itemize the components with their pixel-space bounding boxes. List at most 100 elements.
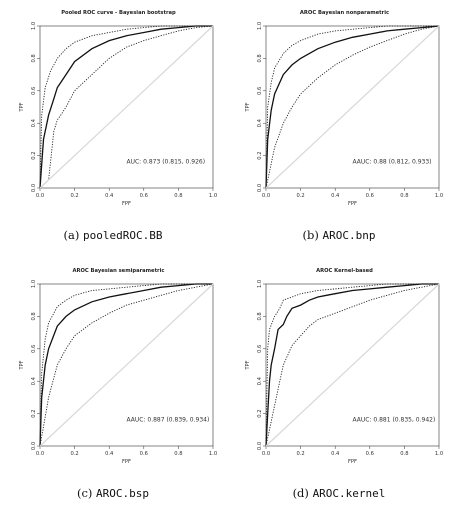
chart-title: Pooled ROC curve - Bayesian bootstrap [61, 10, 176, 16]
y-axis-label: TPF [19, 102, 25, 112]
series-lower [265, 25, 440, 189]
panel-b: AROC Bayesian nonparametric 0.0 0.2 0.4 0.6 0… [226, 0, 452, 220]
caption-d: (d) AROC.kernel [226, 486, 452, 500]
plot-frame [265, 283, 440, 447]
chart-title: AROC Bayesian semiparametric [73, 268, 165, 274]
x-tick-label: 0.8 [400, 193, 408, 199]
x-tick-label: 0.0 [262, 451, 270, 457]
series-chance [265, 25, 440, 189]
y-tick-label: 0.2 [257, 151, 263, 159]
series-upper [265, 25, 439, 189]
caption-code: AROC.kernel [312, 487, 386, 500]
x-tick-label: 1.0 [435, 451, 443, 457]
x-tick-label: 0.0 [36, 451, 44, 457]
caption-code: AROC.bnp [322, 229, 376, 242]
y-tick-label: 1.0 [257, 22, 263, 30]
series-upper [39, 283, 213, 447]
caption-b: (b) AROC.bnp [226, 228, 452, 242]
auc-annotation: AUC: 0.873 (0.815, 0.926) [127, 159, 206, 166]
y-axis-label: TPF [245, 102, 251, 112]
y-tick-label: 0.8 [31, 54, 37, 62]
x-tick-label: 0.8 [400, 451, 408, 457]
series-lower [39, 25, 214, 189]
chart-title: AROC Kernel-based [316, 268, 373, 274]
y-tick-label: 0.4 [257, 118, 263, 127]
y-tick-label: 1.0 [257, 280, 263, 288]
x-tick-label: 0.8 [174, 451, 182, 457]
auc-annotation: AAUC: 0.887 (0.839, 0.934) [127, 417, 210, 424]
y-tick-label: 1.0 [31, 22, 37, 30]
series-upper [265, 283, 439, 447]
x-tick-label: 0.2 [296, 451, 304, 457]
series-estimate [39, 25, 213, 189]
chart-title: AROC Bayesian nonparametric [300, 10, 389, 16]
caption-label: (a) [63, 228, 80, 242]
series-estimate [265, 283, 439, 447]
x-tick-label: 0.0 [36, 193, 44, 199]
x-axis-label: FPF [122, 201, 131, 207]
series-lower [265, 283, 440, 447]
roc-chart: AROC Bayesian nonparametric 0.0 0.2 0.4 0.6 0… [245, 10, 443, 207]
roc-chart: AROC Bayesian semiparametric 0.0 0.2 0.4 0.6… [19, 268, 217, 465]
plot-frame [39, 25, 214, 189]
y-tick-label: 0.4 [31, 118, 37, 127]
x-tick-label: 0.2 [70, 451, 78, 457]
x-tick-label: 0.4 [105, 451, 114, 457]
plot-frame [265, 25, 440, 189]
x-tick-label: 0.4 [105, 193, 114, 199]
y-tick-label: 0.6 [31, 345, 37, 353]
x-tick-label: 0.4 [331, 193, 340, 199]
y-tick-label: 0.8 [31, 312, 37, 320]
y-tick-label: 0.0 [31, 442, 37, 450]
x-tick-label: 1.0 [435, 193, 443, 199]
caption-code: pooledROC.BB [83, 229, 163, 242]
x-tick-label: 0.6 [366, 451, 374, 457]
x-tick-label: 0.2 [70, 193, 78, 199]
y-tick-label: 0.4 [257, 376, 263, 385]
x-tick-label: 0.6 [366, 193, 374, 199]
caption-c: (c) AROC.bsp [0, 486, 226, 500]
series-chance [39, 25, 214, 189]
y-tick-label: 0.0 [257, 184, 263, 192]
x-axis-label: FPF [348, 459, 357, 465]
caption-label: (d) [292, 486, 309, 500]
roc-chart: Pooled ROC curve - Bayesian bootstrap 0.0… [19, 10, 217, 207]
x-axis-label: FPF [122, 459, 131, 465]
series-estimate [265, 25, 440, 189]
y-tick-label: 0.0 [257, 442, 263, 450]
caption-label: (b) [302, 228, 319, 242]
x-tick-label: 0.2 [296, 193, 304, 199]
x-axis-label: FPF [348, 201, 357, 207]
x-tick-label: 0.0 [262, 193, 270, 199]
y-tick-label: 0.2 [31, 409, 37, 417]
y-axis-label: TPF [245, 360, 251, 370]
roc-chart: AROC Kernel-based 0.0 0.2 0.4 0.6 0.8 1.0 0.0 0.… [245, 268, 443, 465]
series-lower [39, 283, 214, 447]
series-chance [39, 283, 214, 447]
y-tick-label: 0.6 [257, 87, 263, 95]
caption-code: AROC.bsp [96, 487, 150, 500]
panel-c: AROC Bayesian semiparametric 0.0 0.2 0.4 0.6… [0, 258, 226, 478]
caption-a: (a) pooledROC.BB [0, 228, 226, 242]
y-tick-label: 0.8 [257, 312, 263, 320]
y-tick-label: 0.8 [257, 54, 263, 62]
y-tick-label: 1.0 [31, 280, 37, 288]
auc-annotation: AAUC: 0.88 (0.812, 0.933) [353, 159, 432, 166]
y-tick-label: 0.2 [31, 151, 37, 159]
y-tick-label: 0.4 [31, 376, 37, 385]
x-tick-label: 1.0 [209, 451, 217, 457]
x-tick-label: 0.4 [331, 451, 340, 457]
y-tick-label: 0.6 [257, 345, 263, 353]
y-tick-label: 0.2 [257, 409, 263, 417]
x-tick-label: 0.6 [140, 451, 148, 457]
panel-a: Pooled ROC curve - Bayesian bootstrap 0.0… [0, 0, 226, 220]
y-tick-label: 0.0 [31, 184, 37, 192]
series-estimate [39, 283, 213, 447]
series-chance [265, 283, 440, 447]
auc-annotation: AAUC: 0.881 (0.835, 0.942) [353, 417, 436, 424]
caption-label: (c) [76, 486, 93, 500]
x-tick-label: 0.6 [140, 193, 148, 199]
y-axis-label: TPF [19, 360, 25, 370]
plot-frame [39, 283, 214, 447]
x-tick-label: 1.0 [209, 193, 217, 199]
